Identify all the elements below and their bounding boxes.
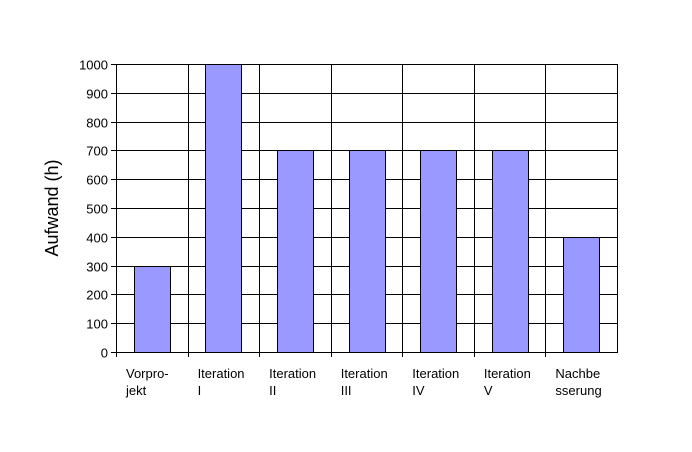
x-tick-label-line: III <box>341 383 352 398</box>
y-tick-label: 500 <box>86 202 108 217</box>
y-tick-label: 300 <box>86 260 108 275</box>
x-tick-label-line: sserung <box>555 383 601 398</box>
y-tick-label: 800 <box>86 116 108 131</box>
y-tick-labels: 0 100 200 300 400 500 600 700 800 900 1000 <box>79 58 108 361</box>
bar <box>420 150 457 353</box>
x-tick-label: Iteration III <box>341 366 388 398</box>
x-tick-label-line: Iteration <box>484 366 531 381</box>
x-tick-label-line: Iteration <box>412 366 459 381</box>
bar <box>205 64 242 353</box>
x-tick-label-line: Vorpro- <box>126 366 169 381</box>
x-tick-label-line: V <box>484 383 493 398</box>
y-tick-label: 200 <box>86 288 108 303</box>
y-tick-label: 400 <box>86 231 108 246</box>
bar <box>134 266 171 353</box>
bar <box>563 237 600 353</box>
axes <box>111 64 618 357</box>
x-tick-label-line: II <box>269 383 276 398</box>
x-tick-label: Vorpro-jekt <box>125 366 169 398</box>
y-tick-label: 1000 <box>79 58 108 73</box>
x-tick-label: Iteration IV <box>412 366 459 398</box>
x-tick-label-line: Iteration <box>269 366 316 381</box>
y-tick-label: 900 <box>86 87 108 102</box>
y-tick-label: 700 <box>86 144 108 159</box>
y-tick-label: 100 <box>86 317 108 332</box>
x-tick-label: Iteration II <box>269 366 316 398</box>
x-tick-label-line: I <box>198 383 202 398</box>
y-tick-label: 0 <box>101 346 108 361</box>
bar <box>492 150 529 353</box>
y-tick-label: 600 <box>86 173 108 188</box>
bar <box>277 150 314 353</box>
x-tick-label: Iteration V <box>484 366 531 398</box>
bar <box>349 150 386 353</box>
y-axis-label: Aufwand (h) <box>42 159 62 256</box>
x-tick-label-line: jekt <box>125 383 147 398</box>
x-tick-label-line: Iteration <box>198 366 245 381</box>
x-tick-label-line: Nachbe <box>555 366 600 381</box>
x-tick-label-line: IV <box>412 383 425 398</box>
bars <box>134 64 600 353</box>
x-tick-label-line: Iteration <box>341 366 388 381</box>
x-tick-label: Nachbe sserung <box>555 366 601 398</box>
plot-frame <box>116 64 618 353</box>
x-tick-label: Iteration I <box>198 366 245 398</box>
